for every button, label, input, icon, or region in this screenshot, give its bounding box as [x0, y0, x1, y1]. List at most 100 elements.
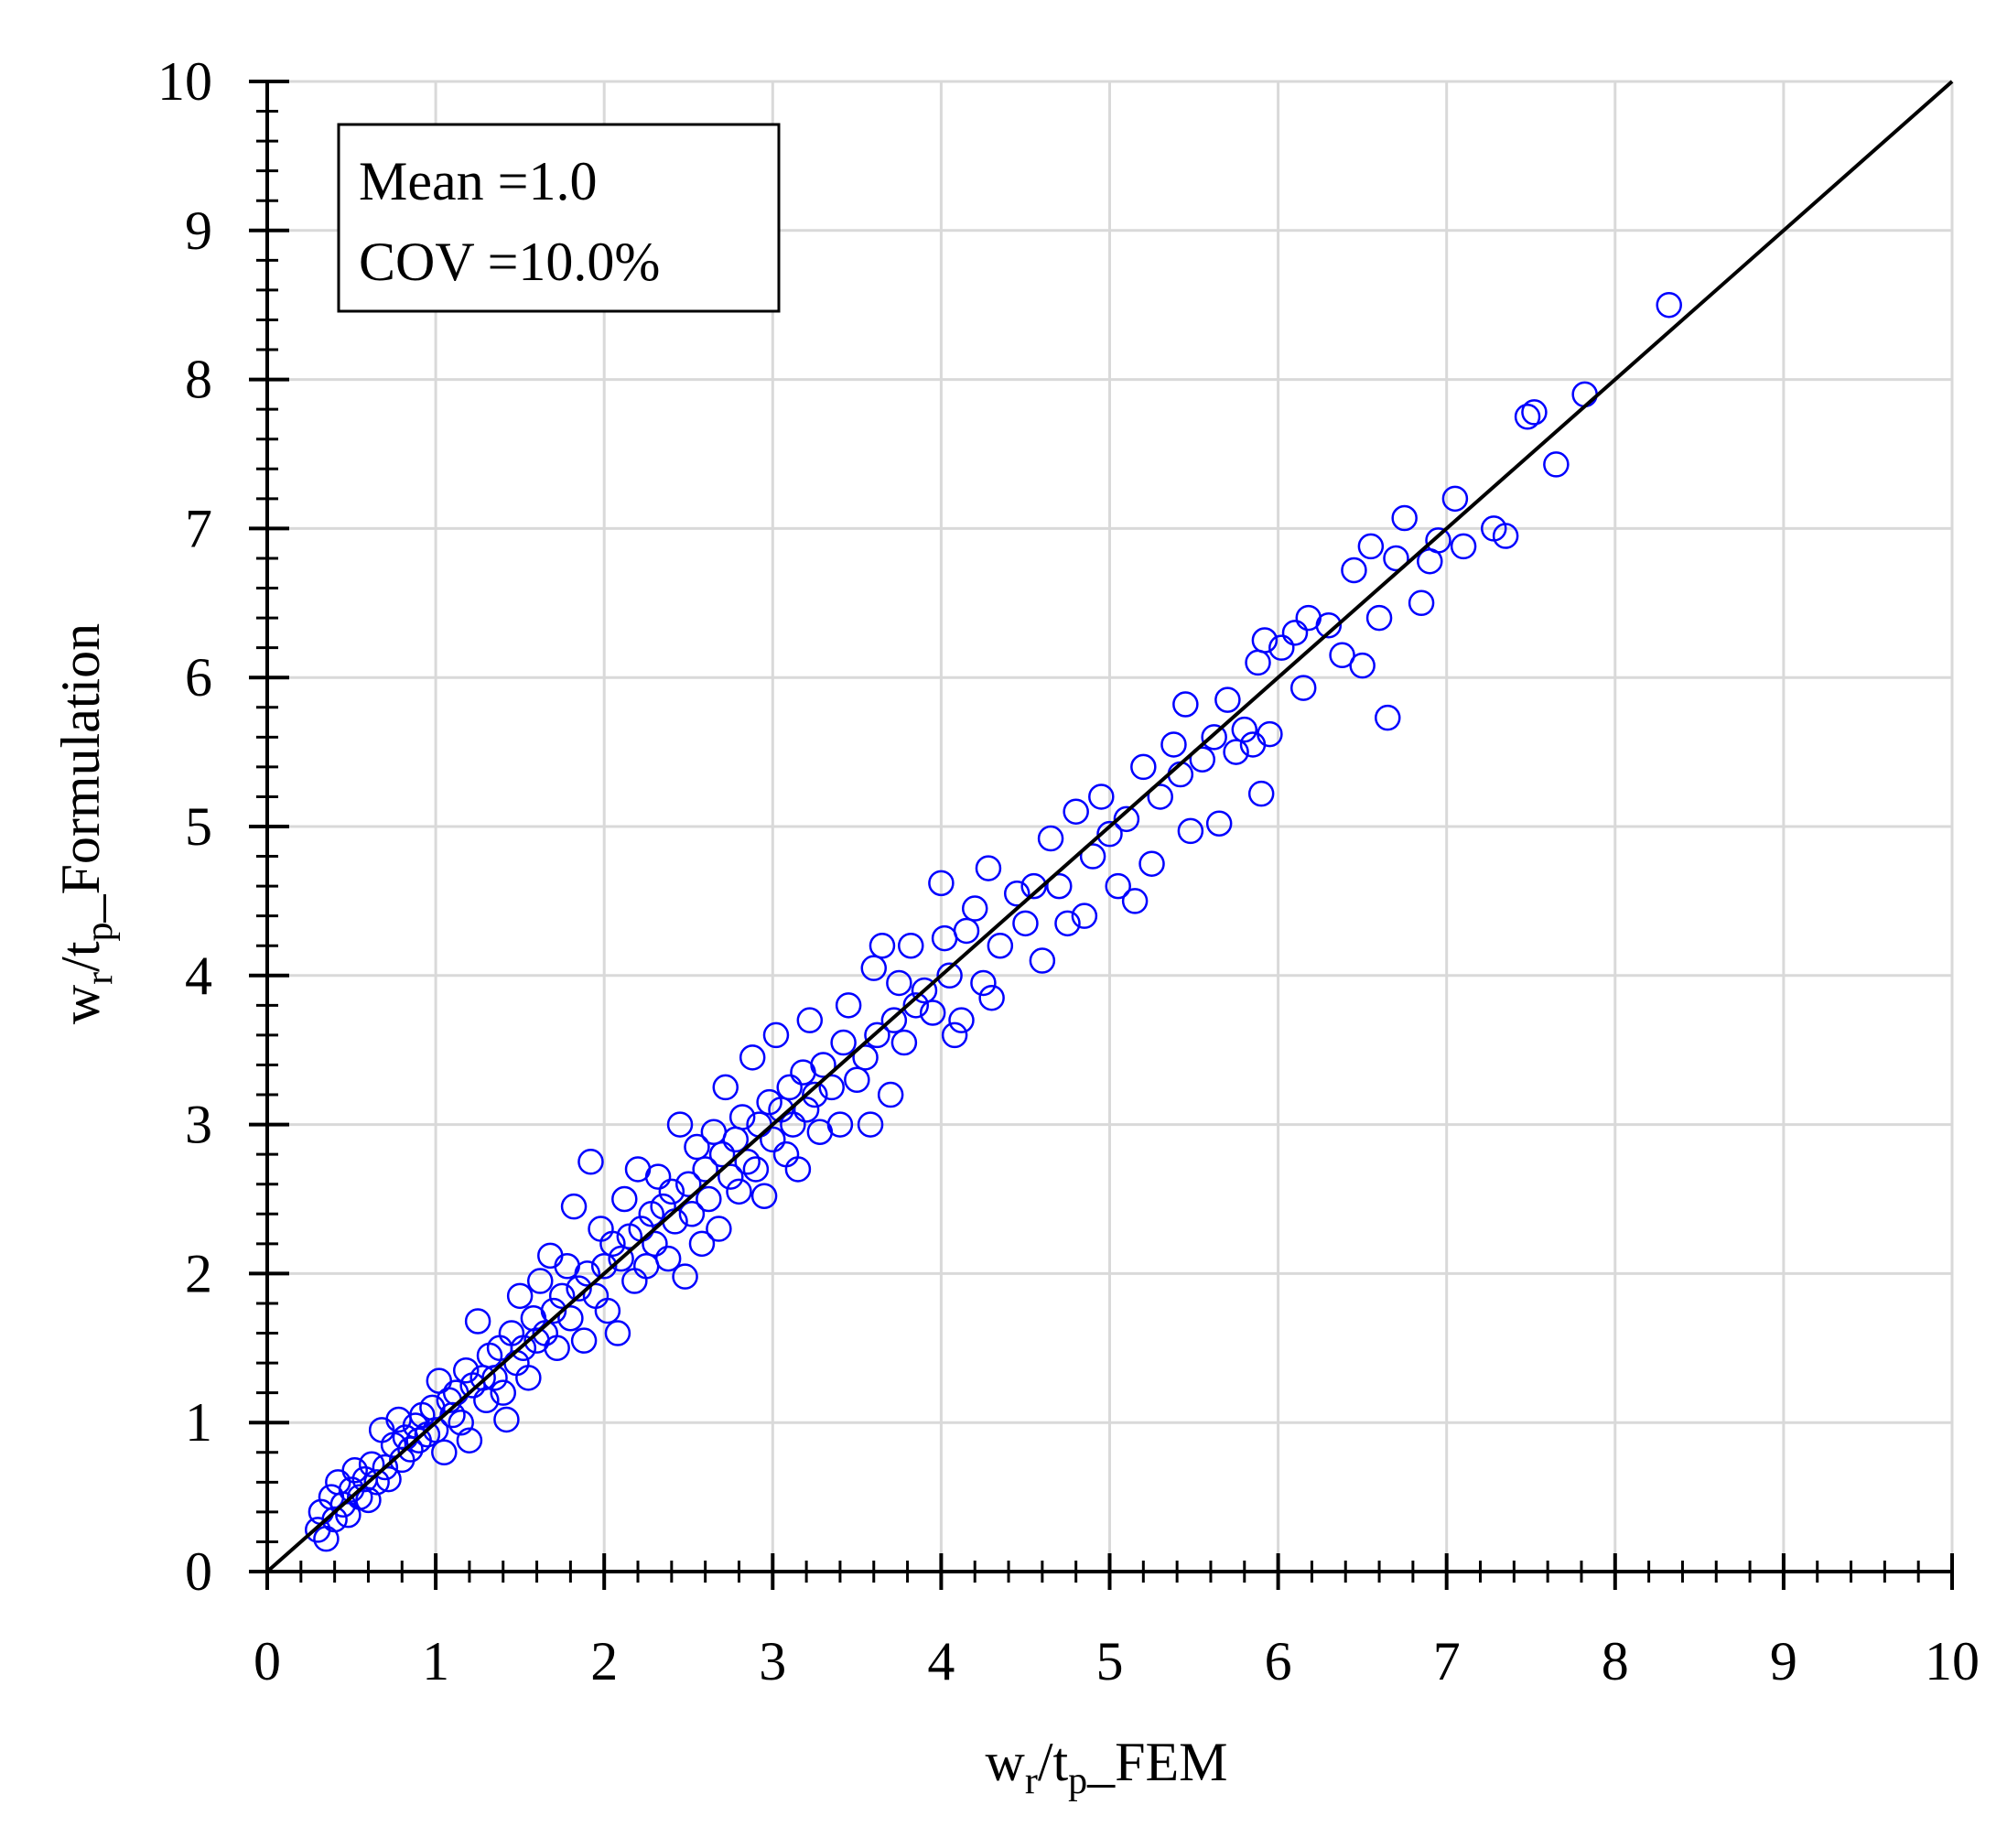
points: [265, 80, 1954, 1573]
point: [566, 1275, 592, 1302]
point: [1223, 739, 1249, 765]
point: [1138, 850, 1165, 877]
point: [1391, 504, 1418, 532]
point: [1408, 589, 1435, 617]
x-tick-label: 5: [1096, 1631, 1124, 1691]
point: [498, 1320, 525, 1346]
point: [611, 1185, 638, 1213]
point: [776, 1074, 803, 1101]
point: [688, 1230, 716, 1258]
point: [473, 1387, 500, 1414]
y-tick-label: 9: [185, 200, 212, 261]
point: [1037, 825, 1064, 852]
axis-label-part: /t: [50, 941, 111, 972]
y-tick-label: 2: [185, 1243, 212, 1303]
y-tick-label: 0: [185, 1541, 212, 1602]
annotation-box: [337, 123, 781, 313]
point: [1160, 731, 1187, 758]
point: [1096, 820, 1123, 848]
point: [372, 1454, 399, 1481]
point: [452, 1356, 480, 1384]
point: [860, 955, 888, 981]
point: [898, 932, 924, 959]
point: [987, 932, 1014, 959]
point: [1514, 404, 1541, 430]
point: [1130, 753, 1157, 781]
point: [1441, 485, 1469, 513]
point: [1172, 691, 1199, 718]
point: [341, 1457, 368, 1484]
point: [796, 1007, 824, 1033]
point: [422, 1417, 449, 1443]
axis-label-part: r: [79, 972, 121, 985]
point: [678, 1201, 706, 1227]
point: [577, 1149, 604, 1175]
point: [826, 1111, 854, 1138]
point: [1201, 724, 1227, 751]
point: [1012, 910, 1039, 937]
point: [1375, 704, 1401, 731]
point: [706, 1216, 732, 1242]
y-tick-label: 3: [185, 1095, 212, 1155]
point: [1189, 746, 1216, 773]
y-tick-label: 1: [185, 1392, 212, 1453]
point: [1315, 611, 1343, 639]
point: [728, 1104, 756, 1130]
x-tick-label: 3: [759, 1631, 786, 1691]
point: [1329, 642, 1355, 669]
point: [604, 1320, 631, 1346]
y-tick-label: 8: [185, 350, 212, 410]
point: [574, 1260, 601, 1287]
point: [335, 1501, 361, 1529]
point: [712, 1074, 739, 1101]
point: [864, 1021, 890, 1049]
point: [375, 1465, 402, 1493]
point: [590, 1253, 618, 1280]
point: [1365, 604, 1393, 632]
point: [760, 1126, 786, 1153]
point: [975, 855, 1002, 881]
axis-label-part: r: [1025, 1760, 1038, 1802]
point: [1521, 399, 1548, 426]
point: [941, 1021, 968, 1049]
axis-label-part: w: [50, 984, 111, 1024]
point: [658, 1178, 685, 1205]
point: [1383, 545, 1409, 572]
grid: [249, 80, 1954, 1590]
point: [780, 1111, 806, 1138]
point: [928, 870, 955, 897]
point: [1147, 784, 1173, 810]
point: [877, 1081, 904, 1108]
point: [1063, 798, 1089, 825]
x-tick-label: 10: [1925, 1631, 1980, 1691]
point: [936, 962, 963, 989]
point: [953, 917, 980, 945]
point: [810, 1052, 836, 1078]
point: [1029, 947, 1056, 974]
point: [718, 1163, 744, 1190]
x-tick-label: 6: [1265, 1631, 1292, 1691]
y-tick-label: 6: [185, 647, 212, 708]
point: [857, 1111, 884, 1138]
point: [1543, 451, 1570, 478]
point: [880, 1007, 908, 1033]
point: [1020, 872, 1047, 900]
point: [506, 1282, 534, 1310]
point: [1231, 716, 1258, 743]
point: [919, 1000, 946, 1026]
point: [970, 969, 997, 997]
point: [1105, 872, 1131, 900]
annotation: Mean =1.0: [359, 151, 597, 211]
point: [726, 1178, 752, 1205]
point: [886, 969, 912, 997]
point: [844, 1066, 870, 1094]
point: [1425, 527, 1451, 554]
y-axis-label: wr/tp_Formulation: [50, 623, 121, 1024]
point: [1205, 810, 1233, 837]
point: [818, 1074, 845, 1101]
point: [1088, 784, 1115, 810]
point: [1046, 872, 1073, 900]
point: [544, 1335, 570, 1362]
point: [1214, 686, 1241, 713]
